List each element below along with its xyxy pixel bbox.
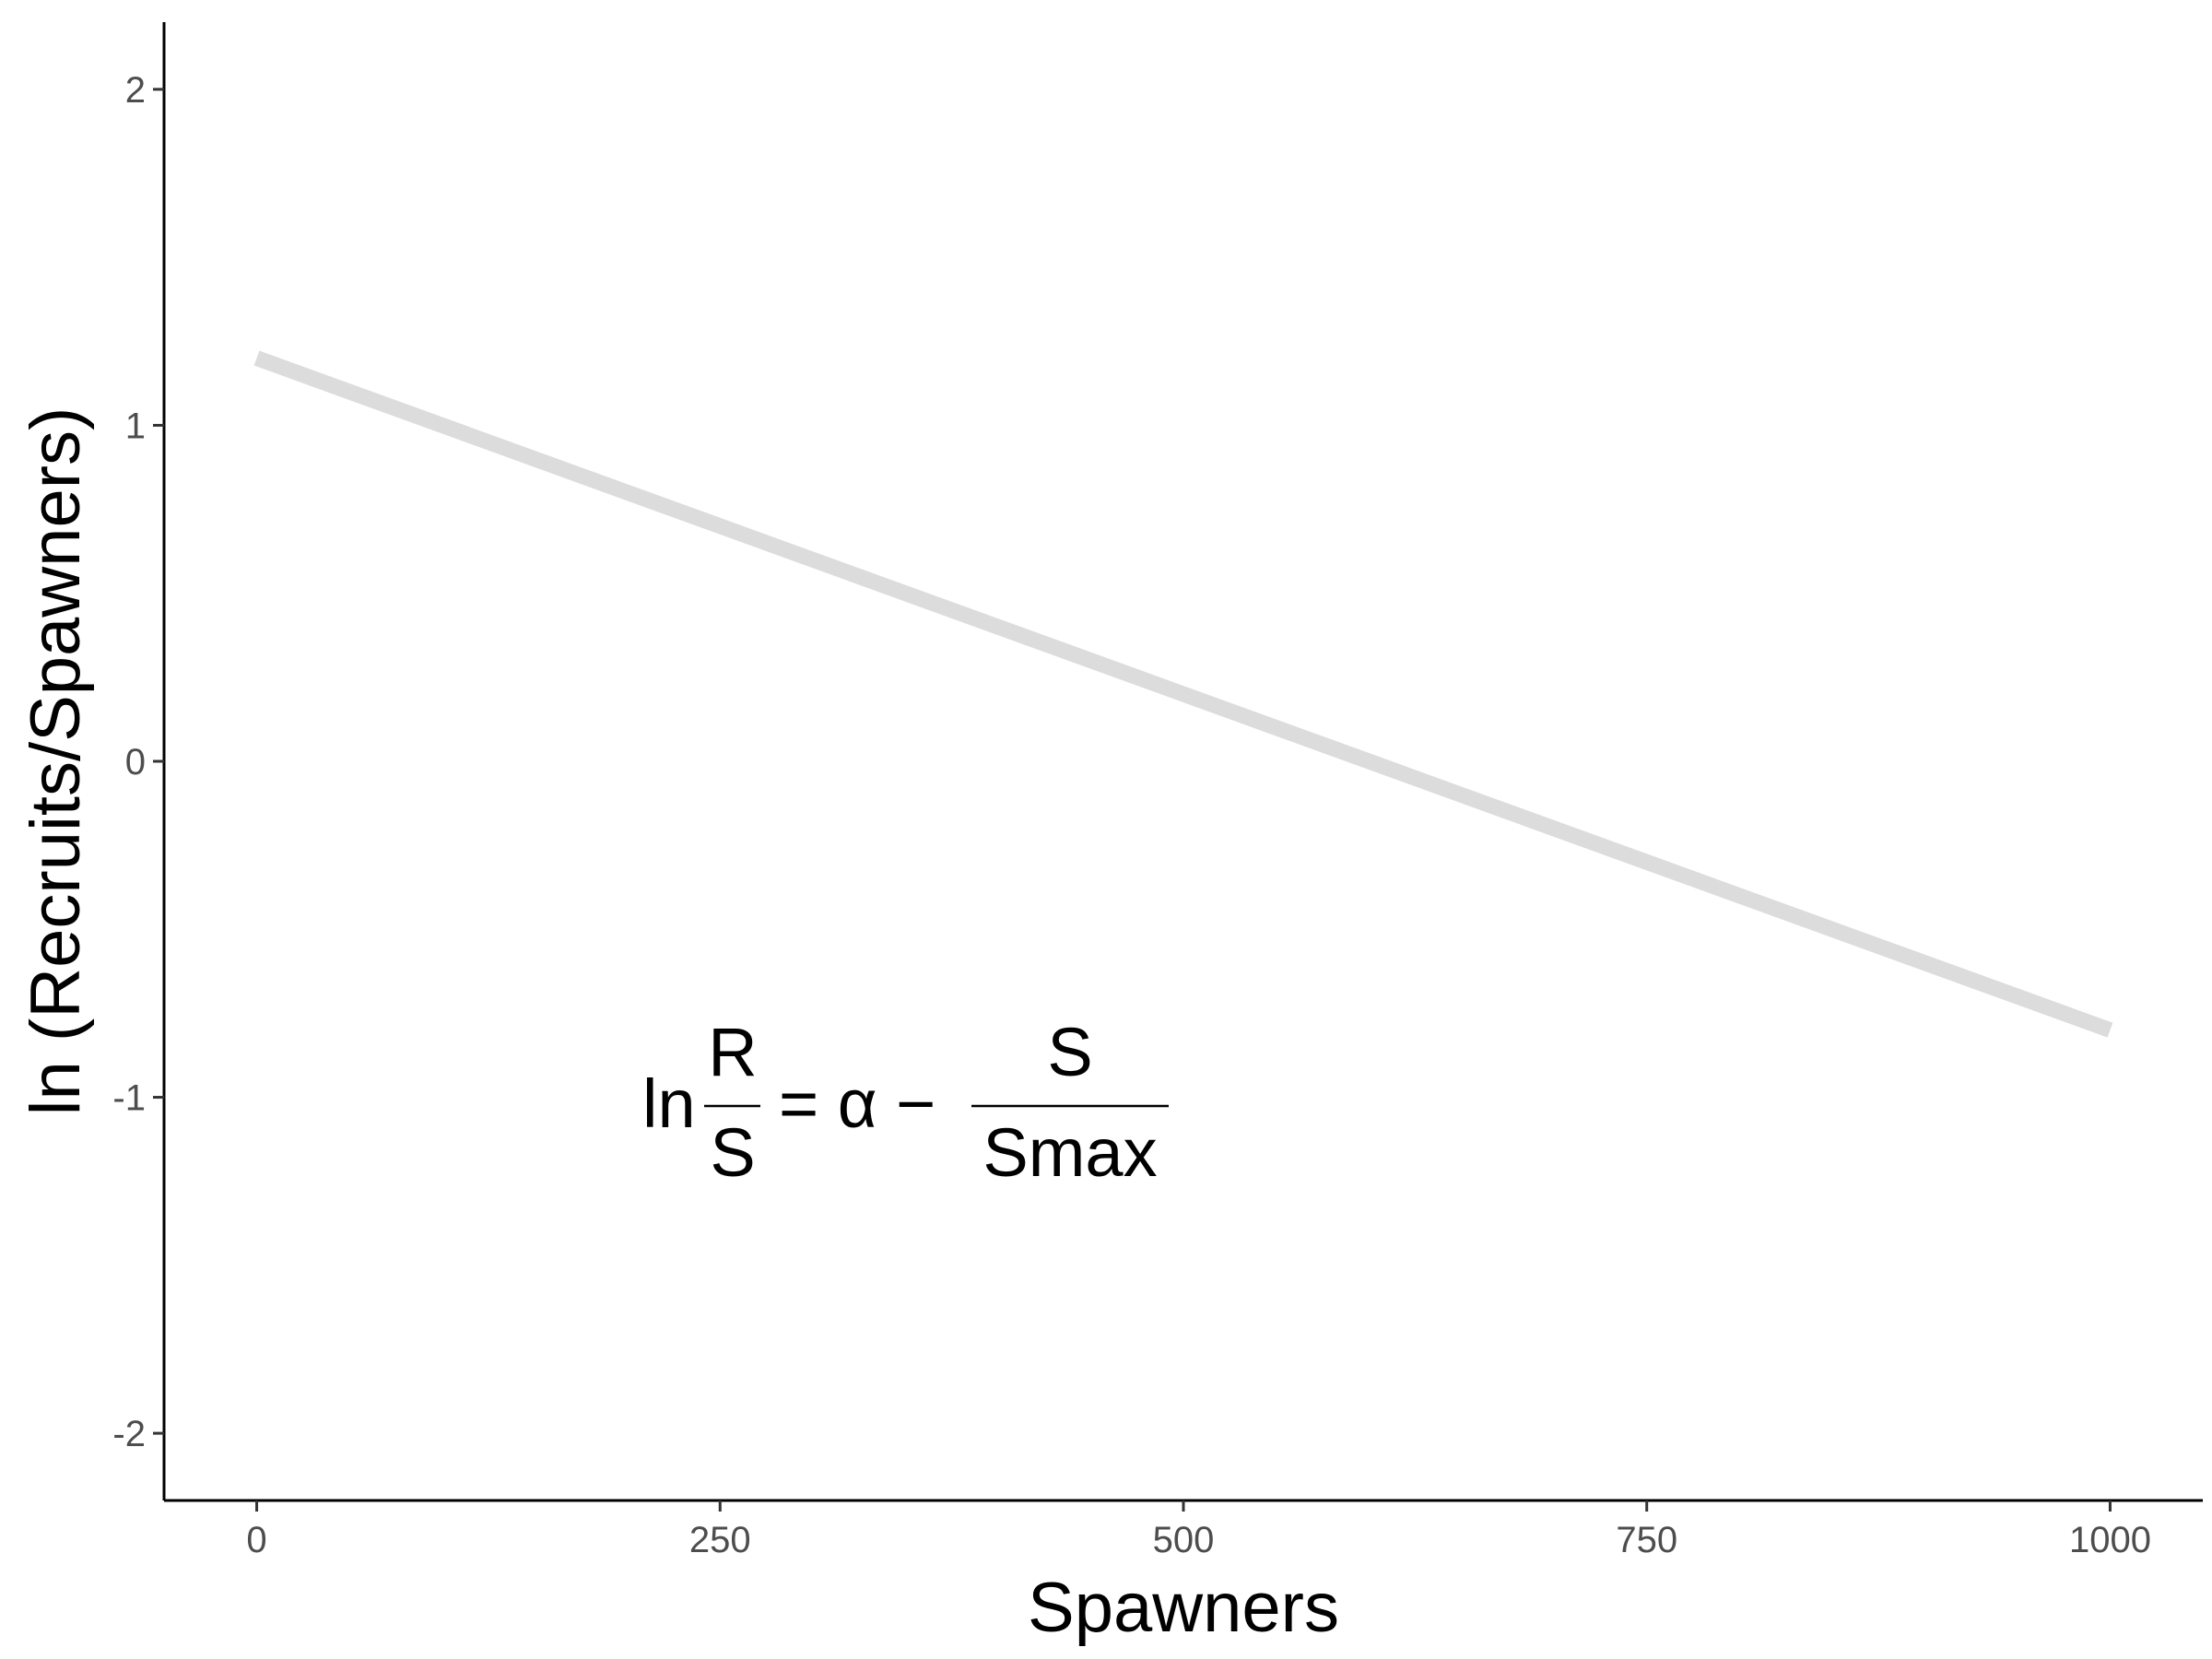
equation-frac2-denominator: Smax (982, 1114, 1157, 1191)
y-tick-label: 0 (125, 742, 146, 782)
equation-frac1-denominator: S (710, 1114, 755, 1191)
x-tick-label: 250 (689, 1520, 751, 1560)
y-ticks: -2 -1 0 1 2 (112, 70, 164, 1454)
equation-middle: = α − (779, 1065, 935, 1142)
x-ticks: 0 250 500 750 1000 (246, 1500, 2151, 1560)
equation-prefix: ln (642, 1065, 696, 1142)
y-tick-label: 1 (125, 406, 146, 446)
x-tick-label: 0 (246, 1520, 266, 1560)
y-tick-label: -2 (112, 1414, 146, 1454)
x-tick-label: 750 (1616, 1520, 1677, 1560)
x-tick-label: 1000 (2069, 1520, 2151, 1560)
equation-annotation: ln R S = α − S Smax (642, 1014, 1169, 1191)
y-tick-label: 2 (125, 70, 146, 111)
x-axis-title: Spawners (1028, 1569, 1339, 1647)
y-axis-title: ln (Recruits/Spawners) (17, 407, 95, 1116)
series-line (253, 350, 2113, 1038)
series-layer (253, 350, 2113, 1038)
equation-frac1-numerator: R (708, 1014, 757, 1090)
equation-frac2-numerator: S (1047, 1014, 1092, 1090)
x-tick-label: 500 (1153, 1520, 1215, 1560)
y-tick-label: -1 (112, 1078, 146, 1119)
